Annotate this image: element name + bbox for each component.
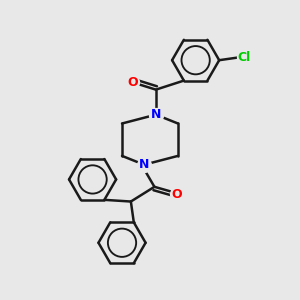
Text: N: N <box>151 108 161 121</box>
Text: O: O <box>127 76 138 89</box>
Text: N: N <box>139 158 149 171</box>
Text: O: O <box>171 188 182 201</box>
Text: Cl: Cl <box>238 51 251 64</box>
